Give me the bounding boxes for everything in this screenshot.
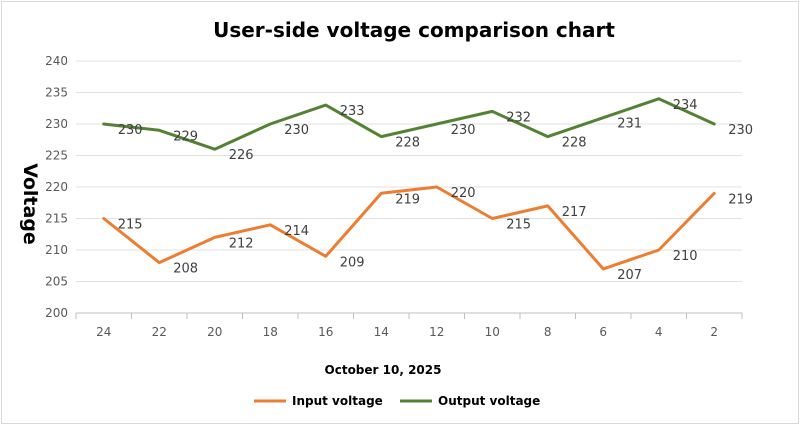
output-data-label: 228 [562,136,587,151]
input-data-label: 220 [451,186,476,201]
output-data-label: 231 [617,117,642,132]
y-tick-label: 220 [45,180,68,194]
y-axis-label: Voltage [19,163,41,245]
input-data-label: 219 [395,192,420,207]
x-tick-label: 24 [96,325,111,339]
chart-title: User-side voltage comparison chart [213,18,615,42]
output-data-label: 230 [728,123,753,138]
x-tick-label: 16 [318,325,333,339]
output-data-label: 233 [340,104,365,119]
y-tick-label: 215 [45,212,68,226]
x-tick-label: 4 [655,325,663,339]
x-tick-label: 18 [263,325,278,339]
input-data-label: 219 [728,192,753,207]
data-labels: 215 208 212 214 209 219 220 215 217 207 210 219 230 2… [118,98,753,283]
x-tick-label: 22 [152,325,167,339]
input-data-label: 214 [284,224,309,239]
input-data-label: 215 [118,218,143,233]
y-tick-label: 225 [45,149,68,163]
x-tick-label: 6 [599,325,607,339]
x-tick-label: 12 [429,325,444,339]
y-tick-label: 205 [45,275,68,289]
x-tick-label: 14 [374,325,389,339]
y-tick-label: 240 [45,54,68,68]
y-tick-label: 210 [45,243,68,257]
x-tick-label: 20 [207,325,222,339]
series-lines [102,97,716,271]
output-data-label: 230 [118,123,143,138]
y-tick-label: 230 [45,117,68,131]
input-voltage-line [102,185,716,271]
input-data-label: 208 [173,262,198,277]
legend: Input voltage Output voltage [254,394,540,408]
input-data-label: 207 [617,268,642,283]
input-data-label: 210 [673,249,698,264]
output-data-label: 228 [395,136,420,151]
input-data-label: 209 [340,255,365,270]
output-data-label: 229 [173,129,198,144]
x-tick-label: 10 [485,325,500,339]
input-data-label: 212 [229,236,254,251]
y-tick-label: 235 [45,86,68,100]
output-data-label: 234 [673,98,698,113]
input-data-label: 215 [506,218,531,233]
input-data-label: 217 [562,205,587,220]
x-tick-label: 8 [544,325,552,339]
legend-label-output: Output voltage [438,394,540,408]
legend-label-input: Input voltage [292,394,383,408]
x-tick-label: 2 [710,325,718,339]
x-tick-labels: 24 22 20 18 16 14 12 10 8 6 4 2 [75,313,743,339]
output-data-label: 230 [284,123,309,138]
y-tick-label: 200 [45,306,68,320]
output-data-label: 232 [506,110,531,125]
output-data-label: 226 [229,148,254,163]
output-voltage-line [102,97,716,151]
y-tick-labels: 200 205 210 215 220 225 230 235 240 [45,54,68,320]
x-axis-label: October 10, 2025 [325,363,442,377]
output-data-label: 230 [451,123,476,138]
